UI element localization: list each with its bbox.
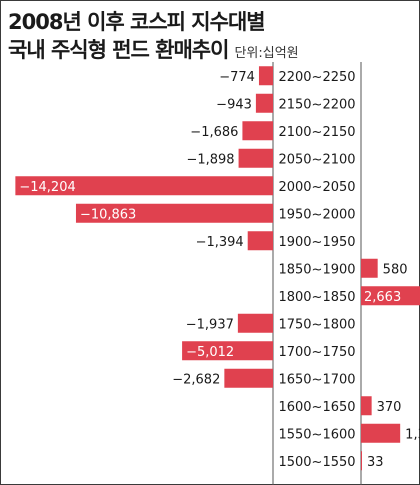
bar [242,121,273,141]
category-label: 1500~1550 [278,455,355,470]
category-label: 1750~1800 [278,317,355,332]
category-label: 2150~2200 [278,97,355,112]
bar [224,368,273,388]
category-label: 1850~1900 [278,262,355,277]
category-label: 2200~2250 [278,70,355,85]
bar [361,423,401,443]
value-label: 580 [383,262,408,277]
category-label: 2050~2100 [278,152,355,167]
chart-title-line1: 2008년 이후 코스피 지수대별 [8,10,266,34]
category-label: 1650~1700 [278,372,355,387]
bar [75,203,273,223]
value-label: −774 [219,70,255,85]
bar [15,176,273,196]
value-label: −943 [216,97,252,112]
category-label: 1950~2000 [278,207,355,222]
category-label: 2100~2150 [278,125,355,140]
value-label: 2,663 [364,290,401,305]
value-label: −10,863 [80,207,136,222]
category-label: 1550~1600 [278,427,355,442]
bar [361,451,362,471]
bar [182,341,273,361]
value-label: −14,204 [19,180,75,195]
bar [258,66,273,86]
value-label: −2,682 [172,372,220,387]
bar [247,231,273,251]
chart-title-line2: 국내 주식형 펀드 환매추이 단위:십억원 [8,34,299,64]
value-label: 370 [377,400,402,415]
bar [255,93,273,113]
value-label: 1,363 [405,427,420,442]
unit-label: 단위:십억원 [234,46,299,61]
bar [361,286,420,306]
value-label: −1,394 [196,235,244,250]
value-label: −1,898 [186,152,234,167]
value-label: −1,937 [186,317,234,332]
bar [237,313,273,333]
category-label: 1700~1750 [278,345,355,360]
category-label: 1800~1850 [278,290,355,305]
chart-title-line2-text: 국내 주식형 펀드 환매추이 [8,38,229,62]
category-label: 2000~2050 [278,180,355,195]
bar [361,258,378,278]
category-label: 1900~1950 [278,235,355,250]
value-label: −5,012 [186,345,234,360]
value-label: −1,686 [190,125,238,140]
bar [238,148,273,168]
category-label: 1600~1650 [278,400,355,415]
bar [361,396,372,416]
value-label: 33 [367,455,384,470]
